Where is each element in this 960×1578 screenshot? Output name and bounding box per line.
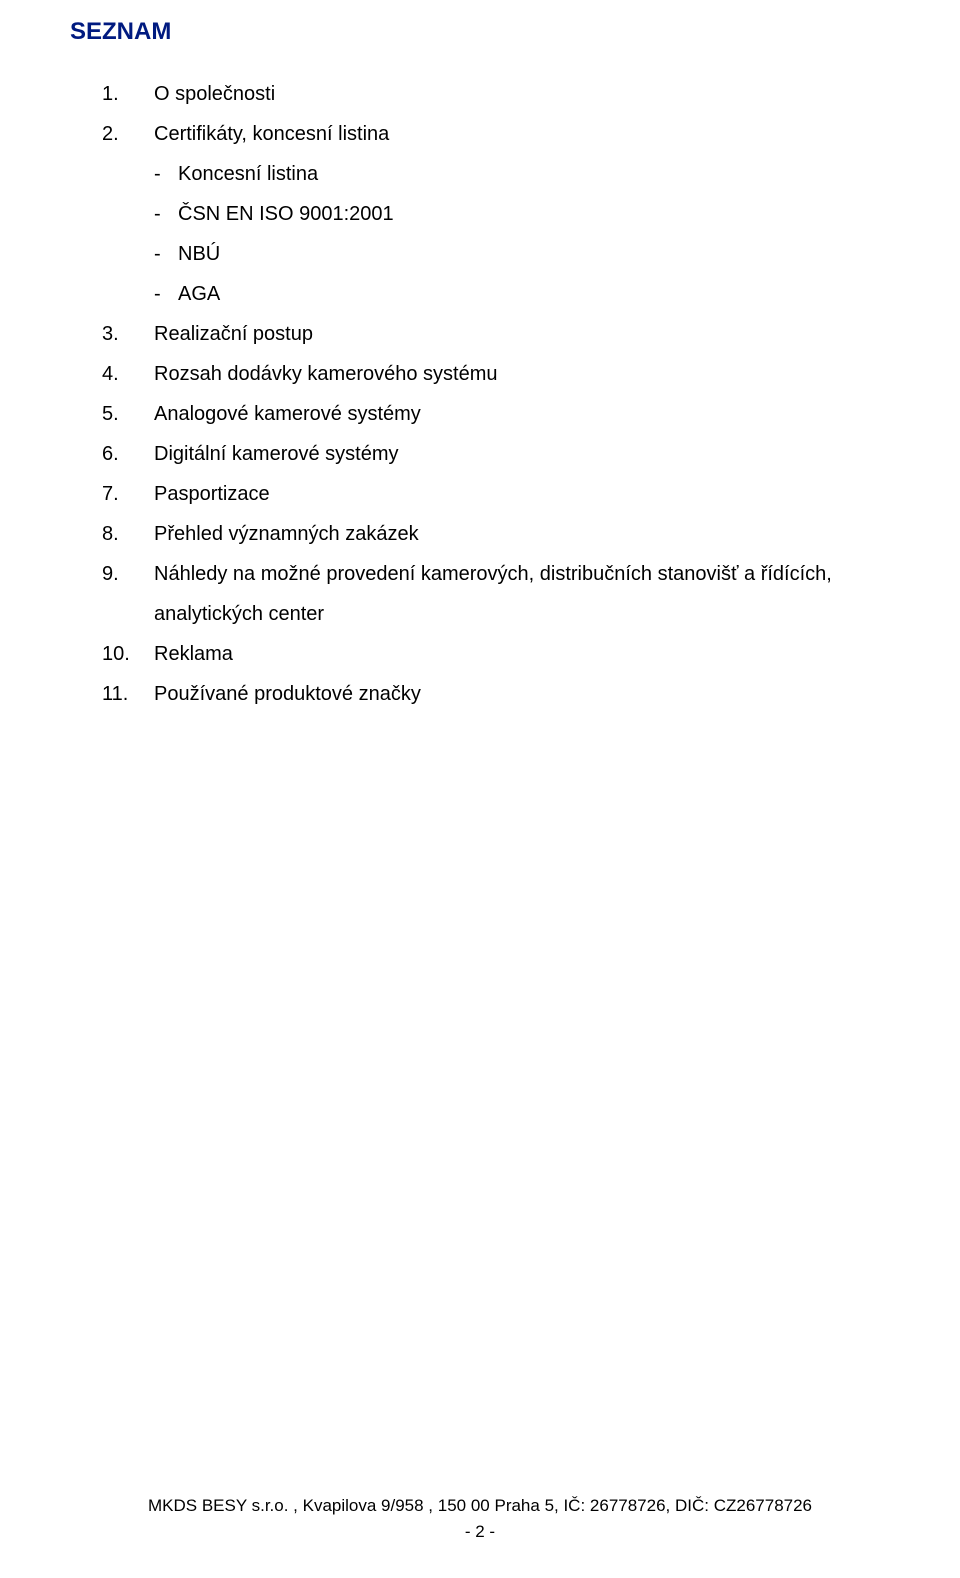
toc-text: Koncesní listina [178, 163, 318, 185]
toc-item-5: Analogové kamerové systémy [102, 394, 890, 434]
document-page: SEZNAM O společnosti Certifikáty, konces… [0, 0, 960, 1578]
toc-subitem: ČSN EN ISO 9001:2001 [178, 194, 890, 234]
toc-item-11: Používané produktové značky [102, 674, 890, 714]
page-footer: MKDS BESY s.r.o. , Kvapilova 9/958 , 150… [0, 1496, 960, 1542]
toc-text: Certifikáty, koncesní listina [154, 123, 389, 145]
toc-text: O společnosti [154, 83, 275, 105]
toc-text: Realizační postup [154, 323, 313, 345]
toc-text: Přehled významných zakázek [154, 523, 419, 545]
toc-item-9: Náhledy na možné provedení kamerových, d… [102, 554, 890, 634]
toc-text: AGA [178, 283, 220, 305]
table-of-contents: O společnosti Certifikáty, koncesní list… [102, 74, 890, 714]
toc-subitem: Koncesní listina [178, 154, 890, 194]
toc-text-continuation: analytických center [154, 594, 890, 634]
page-title: SEZNAM [70, 18, 890, 46]
toc-item-3: Realizační postup [102, 314, 890, 354]
toc-subitem: NBÚ [178, 234, 890, 274]
toc-text: Reklama [154, 643, 233, 665]
toc-subitem: AGA [178, 274, 890, 314]
toc-text: Používané produktové značky [154, 683, 421, 705]
toc-text: Analogové kamerové systémy [154, 403, 421, 425]
toc-text: Náhledy na možné provedení kamerových, d… [154, 563, 832, 585]
toc-item-10: Reklama [102, 634, 890, 674]
toc-text: Digitální kamerové systémy [154, 443, 399, 465]
toc-text: ČSN EN ISO 9001:2001 [178, 203, 394, 225]
toc-item-6: Digitální kamerové systémy [102, 434, 890, 474]
toc-text: Rozsah dodávky kamerového systému [154, 363, 498, 385]
toc-item-8: Přehled významných zakázek [102, 514, 890, 554]
toc-text: NBÚ [178, 243, 220, 265]
toc-item-2: Certifikáty, koncesní listina Koncesní l… [102, 114, 890, 314]
footer-company-info: MKDS BESY s.r.o. , Kvapilova 9/958 , 150… [0, 1496, 960, 1516]
toc-item-4: Rozsah dodávky kamerového systému [102, 354, 890, 394]
toc-text: Pasportizace [154, 483, 270, 505]
toc-item-1: O společnosti [102, 74, 890, 114]
toc-sublist: Koncesní listina ČSN EN ISO 9001:2001 NB… [154, 154, 890, 314]
footer-page-number: - 2 - [0, 1522, 960, 1542]
toc-item-7: Pasportizace [102, 474, 890, 514]
